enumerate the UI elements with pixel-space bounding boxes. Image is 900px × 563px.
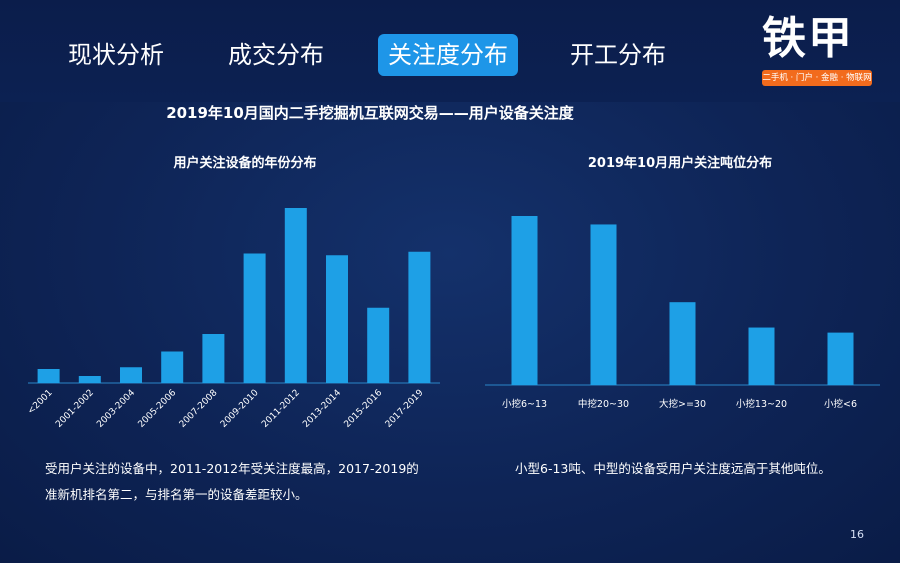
logo-name: 铁甲: [762, 13, 854, 64]
tab-operation-distribution[interactable]: 开工分布: [570, 41, 666, 69]
year-chart-bar: [408, 251, 431, 383]
tonnage-chart-tick-label: 大挖>=30: [659, 398, 706, 410]
tonnage-chart-tick-label: 小挖6~13: [502, 398, 547, 410]
year-chart-tick-label: 2013-2014: [301, 388, 343, 430]
year-chart-title: 用户关注设备的年份分布: [173, 156, 317, 171]
year-chart-bar: [326, 255, 348, 383]
tonnage-chart-bar: [511, 216, 538, 385]
logo-tagline: 二手机 · 门户 · 金融 · 物联网: [762, 70, 872, 86]
tonnage-chart-caption: 小型6-13吨、中型的设备受用户关注度远高于其他吨位。: [515, 461, 831, 476]
page-title: 2019年10月国内二手挖掘机互联网交易——用户设备关注度: [166, 104, 574, 122]
year-chart-bar: [202, 334, 225, 383]
tab-status-analysis[interactable]: 现状分析: [68, 41, 164, 69]
year-chart-tick-label: 2001-2002: [54, 388, 96, 430]
tab-transaction-distribution[interactable]: 成交分布: [228, 41, 324, 69]
tonnage-chart-title: 2019年10月用户关注吨位分布: [587, 156, 773, 171]
year-chart-bar: [120, 367, 142, 383]
tab-attention-distribution[interactable]: 关注度分布: [378, 34, 518, 76]
year-chart-tick-label: 2007-2008: [178, 388, 220, 430]
tonnage-chart-tick-label: 小挖13~20: [736, 398, 787, 410]
year-chart-tick-label: 2017-2019: [384, 388, 426, 430]
year-chart-tick-label: 2009-2010: [219, 388, 261, 430]
brand-logo: 铁甲 二手机 · 门户 · 金融 · 物联网: [760, 12, 875, 88]
year-chart-caption: 受用户关注的设备中，2011-2012年受关注度最高，2017-2019的 准新…: [45, 456, 465, 508]
caption-line-1: 受用户关注的设备中，2011-2012年受关注度最高，2017-2019的: [45, 461, 419, 476]
tonnage-chart-bar: [669, 302, 696, 385]
year-chart-tick-label: 2015-2016: [343, 388, 385, 430]
tonnage-chart-tick-label: 中挖20~30: [578, 398, 629, 410]
year-chart-bar: [78, 376, 101, 383]
year-chart-bar: [243, 253, 266, 383]
tonnage-chart-bar: [827, 332, 854, 385]
year-chart-bar: [284, 208, 307, 383]
year-chart-tick-label: 2005-2006: [137, 388, 179, 430]
year-chart-tick-label: 2003-2004: [95, 388, 137, 430]
caption-line-2: 准新机排名第二，与排名第一的设备差距较小。: [45, 487, 308, 502]
tonnage-chart-tick-label: 小挖<6: [824, 398, 857, 410]
tonnage-chart-bar: [748, 327, 775, 385]
year-chart-bar: [367, 307, 390, 383]
tonnage-chart-bar: [590, 224, 617, 385]
year-chart-bar: [161, 351, 184, 383]
header-bar: 现状分析 成交分布 关注度分布 开工分布 铁甲 二手机 · 门户 · 金融 · …: [0, 0, 900, 102]
year-chart-bar: [37, 369, 60, 383]
year-chart-tick-label: 2011-2012: [260, 388, 302, 430]
page-number: 16: [850, 528, 864, 541]
year-chart-tick-label: <2001: [26, 388, 55, 417]
